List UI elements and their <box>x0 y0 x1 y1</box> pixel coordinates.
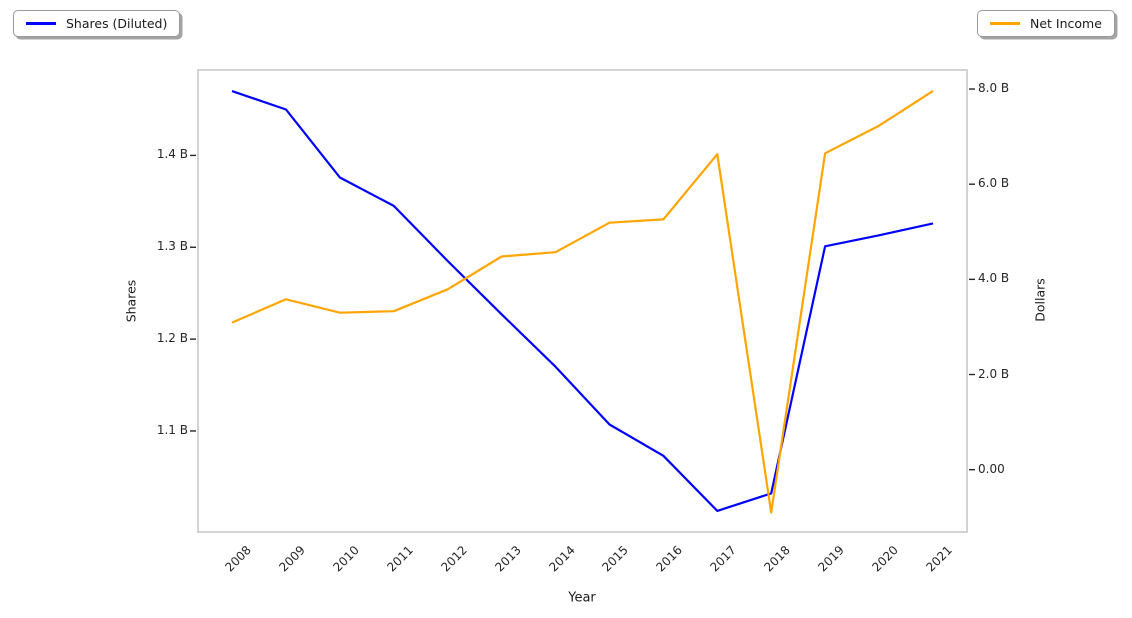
y-tick-label-right: 0.00 <box>978 461 1005 476</box>
shares-line-icon <box>26 22 56 25</box>
net-income-legend-label: Net Income <box>1030 16 1102 31</box>
y-tick-label-left: 1.4 B <box>156 147 188 162</box>
shares-legend-label: Shares (Diluted) <box>66 16 168 31</box>
shares-diluted-line <box>231 90 934 512</box>
y-tick-label-left: 1.1 B <box>156 422 188 437</box>
y-tick-label-left: 1.3 B <box>156 239 188 254</box>
y-tick-label-right: 2.0 B <box>978 366 1010 381</box>
plot-border <box>197 69 968 533</box>
legend-net-income: Net Income <box>977 10 1115 37</box>
net-income-line <box>231 89 934 514</box>
x-axis-title: Year <box>568 590 596 606</box>
axis-ticks <box>190 88 975 471</box>
net-income-line-icon <box>990 22 1020 25</box>
y-tick-label-right: 4.0 B <box>978 271 1010 286</box>
right-axis-title: Dollars <box>1032 278 1048 322</box>
y-tick-label-right: 8.0 B <box>978 81 1010 96</box>
legend-shares-diluted: Shares (Diluted) <box>13 10 181 37</box>
y-tick-label-right: 6.0 B <box>978 176 1010 191</box>
y-tick-label-left: 1.2 B <box>156 331 188 346</box>
left-axis-title: Shares <box>123 279 139 323</box>
